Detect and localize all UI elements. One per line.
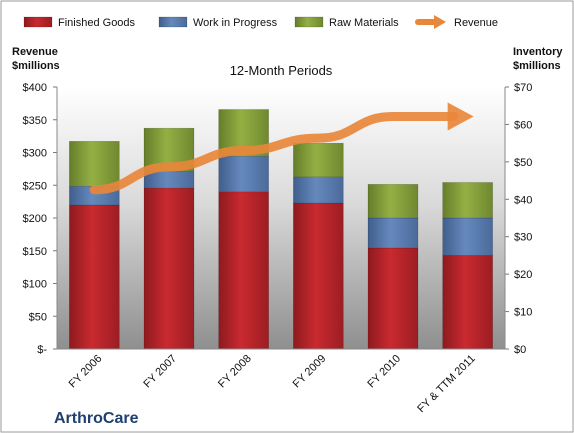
bars-layer	[69, 109, 493, 350]
legend-label: Raw Materials	[329, 17, 399, 29]
left-axis-title-line2: $millions	[12, 60, 60, 72]
bar-finished-goods-4	[367, 247, 419, 350]
right-tick-label: $40	[514, 194, 532, 206]
left-tick-label: $250	[23, 180, 47, 192]
legend-swatch-finished-goods	[23, 16, 53, 28]
right-tick-label: $0	[514, 344, 526, 356]
revenue-line-arrowhead	[447, 102, 474, 131]
legend: Finished Goods Work in Progress Raw Materi…	[23, 15, 498, 29]
chart-subtitle: 12-Month Periods	[230, 63, 333, 78]
legend-label: Revenue	[454, 17, 498, 29]
left-axis-title-line1: Revenue	[12, 46, 58, 58]
right-tick-label: $10	[514, 307, 532, 319]
legend-swatch-work-in-progress	[158, 16, 188, 28]
bar-raw-materials-5	[442, 182, 493, 219]
right-tick-label: $50	[514, 157, 532, 169]
left-tick-label: $-	[37, 344, 47, 356]
left-tick-label: $150	[23, 246, 47, 258]
bar-work-in-progress-4	[367, 217, 419, 249]
right-axis-title-line1: Inventory	[513, 46, 563, 58]
plot-area	[57, 87, 505, 349]
left-tick-label: $300	[23, 148, 47, 160]
right-tick-label: $30	[514, 232, 532, 244]
left-tick-label: $200	[23, 213, 47, 225]
legend-label: Finished Goods	[58, 17, 136, 29]
right-tick-label: $60	[514, 119, 532, 131]
bar-work-in-progress-5	[442, 217, 493, 256]
bar-raw-materials-3	[293, 142, 344, 178]
bar-finished-goods-0	[69, 204, 120, 350]
bar-finished-goods-3	[293, 202, 344, 350]
bar-work-in-progress-2	[218, 155, 269, 193]
legend-swatch-revenue-arrow	[434, 15, 446, 29]
bar-finished-goods-5	[442, 255, 493, 350]
left-tick-label: $100	[23, 279, 47, 291]
left-tick-label: $400	[23, 82, 47, 94]
company-name: ArthroCare	[54, 410, 139, 427]
bar-raw-materials-0	[69, 141, 120, 187]
right-tick-label: $20	[514, 269, 532, 281]
bar-raw-materials-4	[367, 184, 419, 219]
right-axis-title-line2: $millions	[513, 60, 561, 72]
revenue-line	[89, 111, 459, 195]
legend-swatch-raw-materials	[294, 16, 324, 28]
left-tick-label: $50	[29, 311, 47, 323]
revenue-line-layer	[89, 102, 474, 195]
bar-finished-goods-1	[143, 187, 195, 350]
bar-work-in-progress-3	[293, 176, 344, 204]
bar-finished-goods-2	[218, 191, 269, 350]
right-tick-label: $70	[514, 82, 532, 94]
bar-work-in-progress-1	[143, 170, 195, 189]
legend-label: Work in Progress	[193, 17, 278, 29]
left-tick-label: $350	[23, 115, 47, 127]
